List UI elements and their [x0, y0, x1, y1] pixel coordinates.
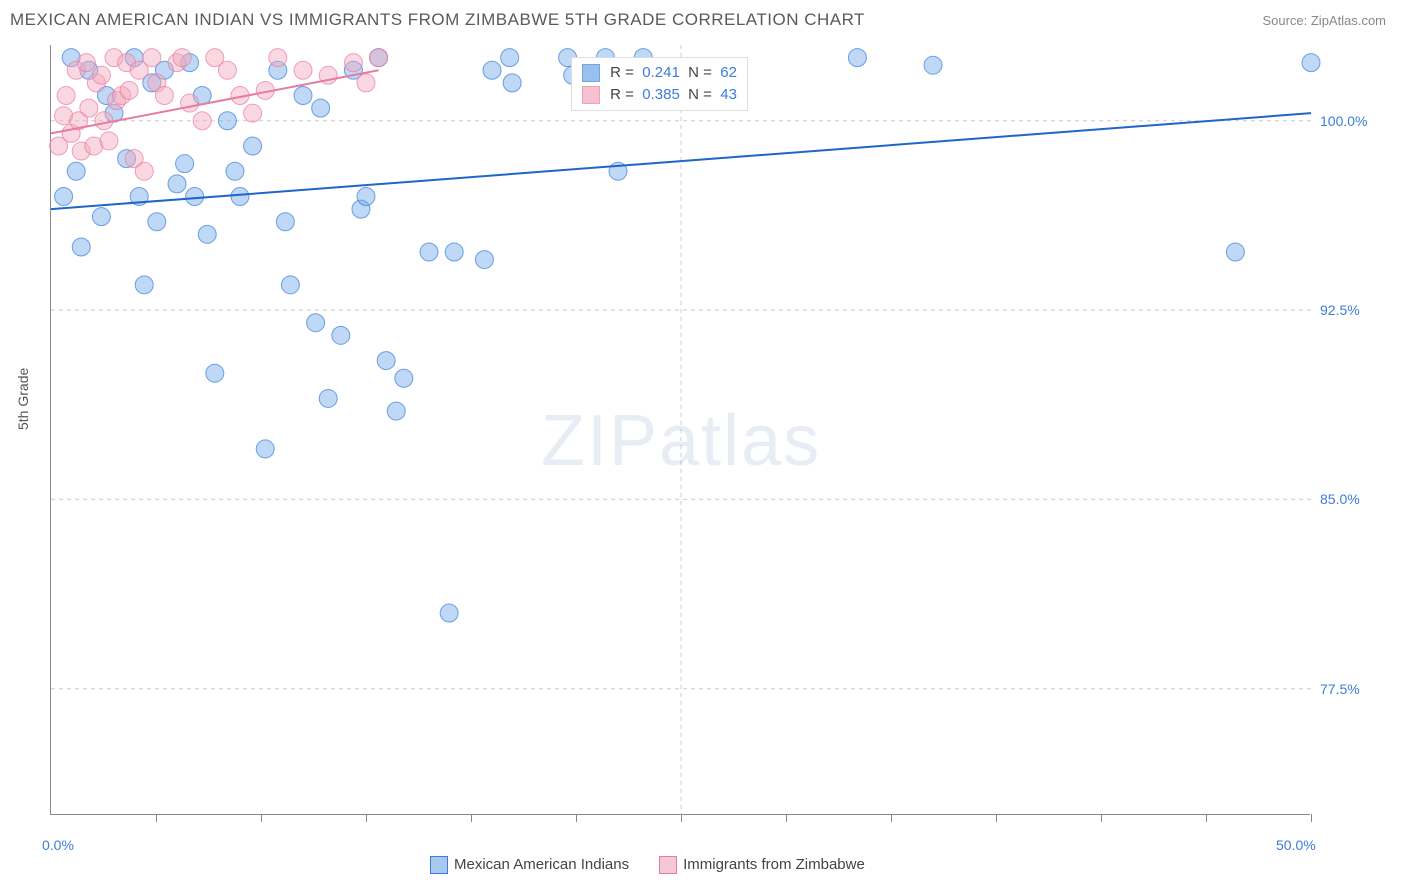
- x-tick: [1206, 814, 1207, 822]
- source-label: Source: ZipAtlas.com: [1262, 13, 1386, 28]
- y-tick-label: 100.0%: [1320, 113, 1367, 129]
- chart-header: MEXICAN AMERICAN INDIAN VS IMMIGRANTS FR…: [0, 0, 1406, 36]
- x-tick: [261, 814, 262, 822]
- x-tick: [996, 814, 997, 822]
- x-tick: [576, 814, 577, 822]
- legend-item: Mexican American Indians: [430, 856, 629, 874]
- plot-area: ZIPatlas R = 0.241 N = 62 R = 0.385 N = …: [50, 45, 1310, 815]
- x-tick: [156, 814, 157, 822]
- y-tick-label: 92.5%: [1320, 302, 1360, 318]
- legend-row: R = 0.385 N = 43: [582, 84, 737, 106]
- y-tick-label: 77.5%: [1320, 681, 1360, 697]
- x-tick-label: 0.0%: [42, 837, 74, 853]
- x-tick-label: 50.0%: [1276, 837, 1316, 853]
- y-tick-label: 85.0%: [1320, 491, 1360, 507]
- legend-swatch: [430, 856, 448, 874]
- x-tick: [1311, 814, 1312, 822]
- x-tick: [681, 814, 682, 822]
- series-legend: Mexican American Indians Immigrants from…: [430, 856, 865, 874]
- x-tick: [891, 814, 892, 822]
- chart-title: MEXICAN AMERICAN INDIAN VS IMMIGRANTS FR…: [10, 10, 865, 30]
- legend-swatch: [659, 856, 677, 874]
- legend-swatch: [582, 64, 600, 82]
- legend-swatch: [582, 86, 600, 104]
- scatter-svg: [51, 45, 1310, 814]
- x-tick: [1101, 814, 1102, 822]
- x-tick: [786, 814, 787, 822]
- y-axis-label: 5th Grade: [15, 368, 31, 430]
- x-tick: [471, 814, 472, 822]
- correlation-legend: R = 0.241 N = 62 R = 0.385 N = 43: [571, 57, 748, 111]
- legend-item: Immigrants from Zimbabwe: [659, 856, 865, 874]
- x-tick: [366, 814, 367, 822]
- legend-row: R = 0.241 N = 62: [582, 62, 737, 84]
